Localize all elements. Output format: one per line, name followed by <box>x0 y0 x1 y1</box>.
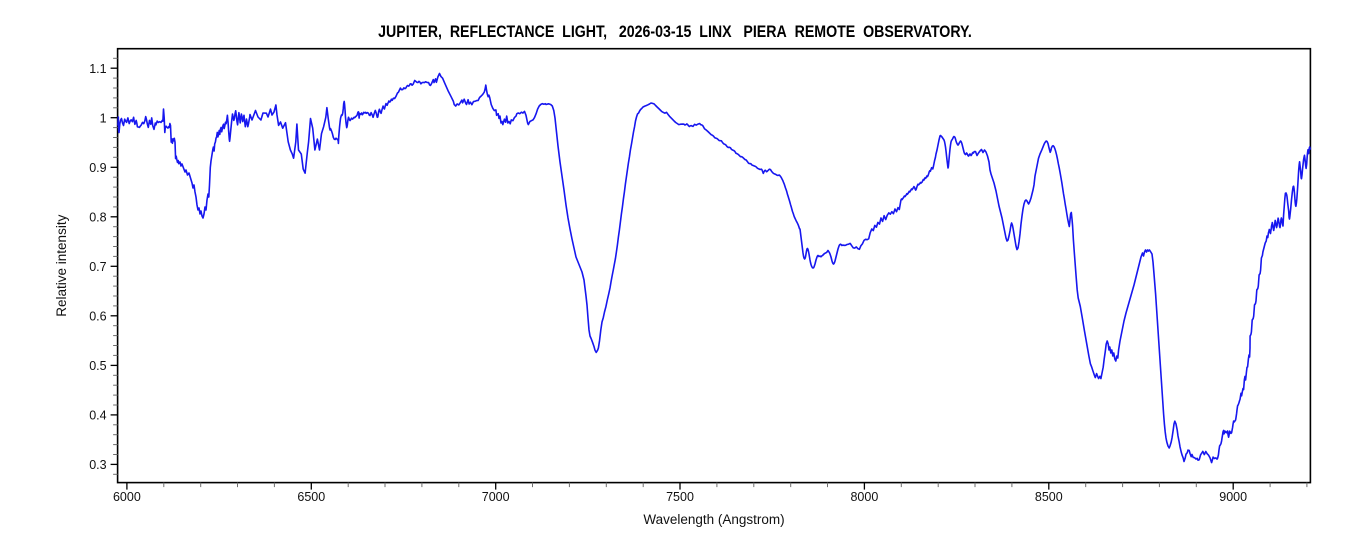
svg-text:6500: 6500 <box>297 490 325 504</box>
svg-text:8500: 8500 <box>1035 490 1063 504</box>
svg-text:0.4: 0.4 <box>89 409 106 423</box>
svg-text:0.8: 0.8 <box>89 210 106 224</box>
svg-text:JUPITER, REFLECTANCE LIGHT,: JUPITER, REFLECTANCE LIGHT, 2026-03-15 L… <box>378 23 972 41</box>
svg-text:0.6: 0.6 <box>89 309 106 323</box>
svg-text:0.7: 0.7 <box>89 260 106 274</box>
svg-text:Relative intensity: Relative intensity <box>54 214 69 316</box>
svg-text:9000: 9000 <box>1219 490 1247 504</box>
svg-text:6000: 6000 <box>113 490 141 504</box>
svg-text:0.9: 0.9 <box>89 161 106 175</box>
svg-text:7500: 7500 <box>666 490 694 504</box>
svg-text:7000: 7000 <box>482 490 510 504</box>
svg-text:Wavelength (Angstrom): Wavelength (Angstrom) <box>643 512 784 527</box>
svg-text:1.1: 1.1 <box>89 62 106 76</box>
svg-text:0.3: 0.3 <box>89 458 106 472</box>
svg-text:1: 1 <box>100 111 107 125</box>
svg-text:8000: 8000 <box>850 490 878 504</box>
svg-text:0.5: 0.5 <box>89 359 106 373</box>
